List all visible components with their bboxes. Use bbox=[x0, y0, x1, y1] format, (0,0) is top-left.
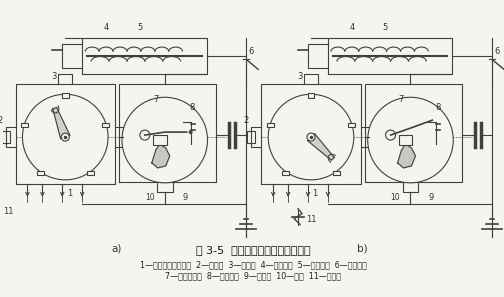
Text: 4: 4 bbox=[350, 23, 355, 31]
Circle shape bbox=[307, 133, 315, 141]
Text: 11: 11 bbox=[4, 207, 14, 216]
Bar bbox=[282, 170, 289, 175]
Circle shape bbox=[188, 130, 193, 134]
Text: 6: 6 bbox=[248, 48, 254, 56]
Polygon shape bbox=[53, 108, 70, 139]
Bar bbox=[348, 123, 355, 127]
Text: 5: 5 bbox=[383, 23, 388, 31]
Bar bbox=[102, 123, 109, 127]
Bar bbox=[37, 170, 44, 175]
Text: 7—活动触点臂  8—固定触点  9—电容器  10—凸轮  11—火花塞: 7—活动触点臂 8—固定触点 9—电容器 10—凸轮 11—火花塞 bbox=[165, 272, 341, 281]
Polygon shape bbox=[398, 144, 415, 168]
Text: 2: 2 bbox=[0, 116, 3, 125]
Text: 3: 3 bbox=[51, 72, 57, 81]
Text: 1—配电器的中心电极  2—旁电极  3—分火头  4—二次绕组  5—一次绕组  6—点火开关: 1—配电器的中心电极 2—旁电极 3—分火头 4—二次绕组 5—一次绕组 6—点… bbox=[140, 260, 367, 269]
Text: 5: 5 bbox=[137, 23, 142, 31]
Polygon shape bbox=[152, 144, 170, 168]
Text: 10: 10 bbox=[391, 193, 400, 202]
Text: 图 3-5  传统点火系工作原理示意图: 图 3-5 传统点火系工作原理示意图 bbox=[196, 246, 310, 255]
Text: 7: 7 bbox=[153, 95, 158, 104]
Text: a): a) bbox=[112, 244, 122, 253]
Circle shape bbox=[368, 97, 453, 183]
Text: 8: 8 bbox=[435, 103, 440, 112]
Text: 6: 6 bbox=[494, 48, 499, 56]
Text: 9: 9 bbox=[182, 193, 188, 202]
Bar bbox=[267, 123, 274, 127]
Circle shape bbox=[140, 130, 150, 140]
Bar bbox=[153, 135, 167, 145]
Circle shape bbox=[61, 133, 69, 141]
Circle shape bbox=[122, 97, 208, 183]
Bar bbox=[399, 135, 412, 145]
Text: 9: 9 bbox=[428, 193, 433, 202]
Bar bbox=[87, 170, 94, 175]
Text: 11: 11 bbox=[306, 215, 317, 224]
Text: b): b) bbox=[357, 244, 368, 253]
Text: 10: 10 bbox=[145, 193, 155, 202]
Text: 4: 4 bbox=[104, 23, 109, 31]
Text: 8: 8 bbox=[190, 103, 195, 112]
Polygon shape bbox=[307, 134, 334, 160]
Text: 7: 7 bbox=[399, 95, 404, 104]
Circle shape bbox=[23, 94, 108, 180]
Circle shape bbox=[268, 94, 354, 180]
Circle shape bbox=[386, 130, 396, 140]
Bar bbox=[333, 170, 340, 175]
Text: 1: 1 bbox=[67, 189, 72, 198]
Bar bbox=[2, 131, 10, 143]
Text: 3: 3 bbox=[297, 72, 302, 81]
Bar bbox=[62, 93, 69, 98]
Bar bbox=[21, 123, 28, 127]
Text: 2: 2 bbox=[243, 116, 248, 125]
Bar bbox=[247, 131, 256, 143]
Text: 1: 1 bbox=[312, 189, 318, 198]
Bar bbox=[307, 93, 314, 98]
